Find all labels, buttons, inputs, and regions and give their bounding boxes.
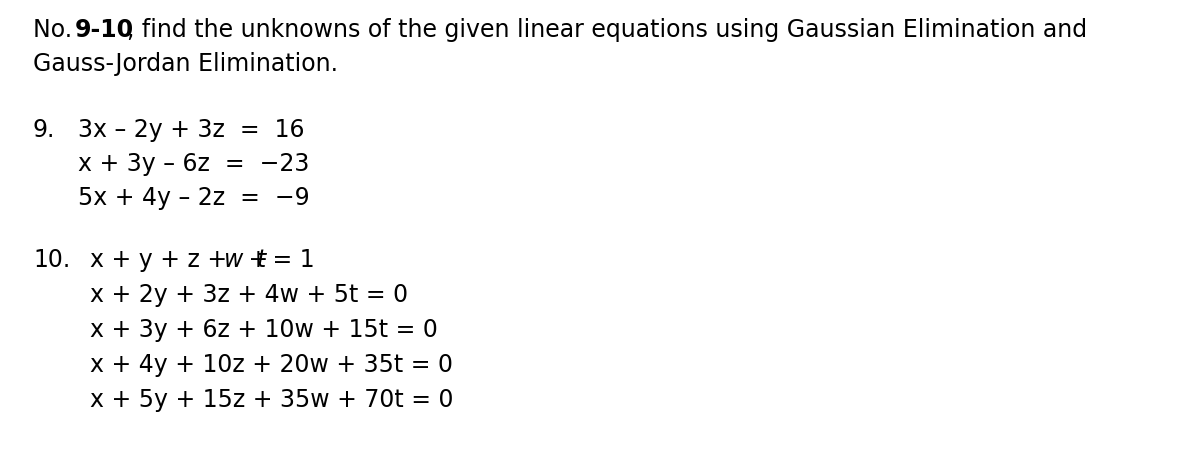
Text: x + 3y – 6z  =  −23: x + 3y – 6z = −23: [78, 152, 310, 176]
Text: 9-10: 9-10: [74, 18, 134, 42]
Text: x + 2y + 3z + 4w + 5t = 0: x + 2y + 3z + 4w + 5t = 0: [90, 283, 408, 307]
Text: 5x + 4y – 2z  =  −9: 5x + 4y – 2z = −9: [78, 186, 310, 210]
Text: No.: No.: [34, 18, 79, 42]
Text: w: w: [224, 248, 244, 272]
Text: x + 5y + 15z + 35w + 70t = 0: x + 5y + 15z + 35w + 70t = 0: [90, 388, 454, 412]
Text: x + 4y + 10z + 20w + 35t = 0: x + 4y + 10z + 20w + 35t = 0: [90, 353, 454, 377]
Text: t: t: [256, 248, 265, 272]
Text: , find the unknowns of the given linear equations using Gaussian Elimination and: , find the unknowns of the given linear …: [127, 18, 1087, 42]
Text: 9.: 9.: [34, 118, 55, 142]
Text: Gauss-Jordan Elimination.: Gauss-Jordan Elimination.: [34, 52, 338, 76]
Text: x + 3y + 6z + 10w + 15t = 0: x + 3y + 6z + 10w + 15t = 0: [90, 318, 438, 342]
Text: = 1: = 1: [265, 248, 314, 272]
Text: +: +: [241, 248, 276, 272]
Text: 10.: 10.: [34, 248, 71, 272]
Text: x + y + z +: x + y + z +: [90, 248, 235, 272]
Text: 3x – 2y + 3z  =  16: 3x – 2y + 3z = 16: [78, 118, 305, 142]
